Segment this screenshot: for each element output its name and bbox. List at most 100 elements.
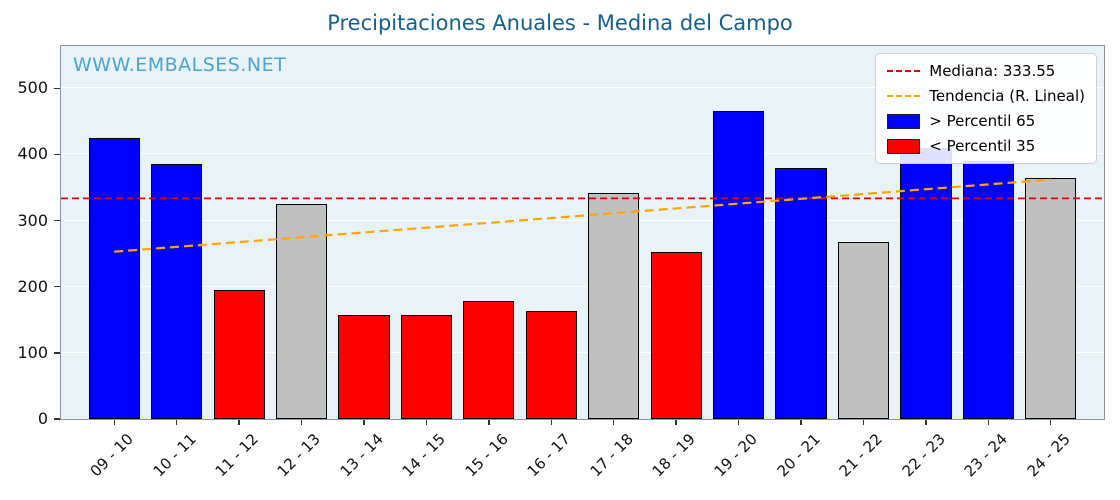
x-tick-mark [488, 420, 490, 425]
x-tick-label-16-17: 16 - 17 [523, 430, 575, 481]
x-tick-label-18-19: 18 - 19 [648, 430, 699, 481]
x-tick-label-11-12: 11 - 12 [211, 430, 262, 481]
legend-label: Tendencia (R. Lineal) [929, 87, 1085, 105]
bar-22-23 [900, 147, 952, 419]
y-tick-label-400: 400 [17, 144, 48, 164]
y-tick-label-300: 300 [17, 210, 48, 230]
bar-24-25 [1025, 177, 1077, 419]
x-tick-label-10-11: 10 - 11 [149, 430, 200, 481]
bar-11-12 [213, 290, 265, 419]
bar-slot [333, 46, 395, 419]
x-tick-mark [300, 420, 303, 425]
bar-slot [832, 46, 894, 419]
bar-slot [707, 46, 769, 419]
y-tick-mark [54, 153, 60, 156]
legend-patch-icon [887, 113, 921, 129]
x-tick-label-17-18: 17 - 18 [586, 430, 637, 481]
bar-15-16 [463, 301, 515, 419]
y-tick-label-100: 100 [17, 342, 48, 362]
gridline-y-100 [61, 351, 1104, 353]
bar-slot [145, 46, 207, 419]
bar-09-10 [88, 137, 140, 419]
legend-entry-0: Mediana: 333.55 [887, 62, 1085, 80]
legend-entry-1: Tendencia (R. Lineal) [887, 87, 1085, 105]
x-tick-mark [1050, 420, 1052, 425]
legend-dashed-line-icon [887, 95, 921, 97]
x-tick-mark [862, 420, 865, 425]
bar-21-22 [837, 242, 890, 419]
bar-13-14 [338, 315, 390, 419]
x-tick-mark [800, 420, 802, 425]
x-tick-label-21-22: 21 - 22 [835, 430, 887, 481]
gridline-y-500 [61, 87, 1104, 89]
bar-10-11 [151, 164, 203, 419]
legend-dashed-line-icon [887, 70, 921, 72]
bar-slot [957, 46, 1019, 419]
gridline-y-200 [61, 285, 1104, 287]
legend: Mediana: 333.55 Tendencia (R. Lineal) > P… [875, 53, 1097, 164]
bar-slot [83, 46, 145, 419]
gridline-y-300 [61, 219, 1104, 221]
y-tick-label-500: 500 [17, 78, 48, 98]
bar-slot [1020, 46, 1082, 419]
x-tick-label-09-10: 09 - 10 [86, 430, 137, 481]
y-tick-label-0: 0 [37, 409, 48, 428]
x-tick-mark [363, 420, 365, 425]
bar-12-13 [275, 204, 328, 419]
x-tick-label-13-14: 13 - 14 [336, 430, 387, 481]
trend-line [114, 178, 1051, 253]
bar-slot [770, 46, 832, 419]
watermark: WWW.EMBALSES.NET [73, 54, 287, 76]
bar-18-19 [650, 251, 702, 419]
x-tick-mark [925, 420, 927, 425]
x-tick-label-19-20: 19 - 20 [711, 430, 762, 481]
legend-entry-3: < Percentil 35 [887, 137, 1085, 155]
gridline-y-400 [61, 153, 1104, 155]
y-tick-mark [54, 352, 60, 354]
x-tick-label-14-15: 14 - 15 [398, 430, 450, 481]
x-tick-mark [238, 420, 240, 425]
bar-slot [520, 46, 582, 419]
legend-entry-2: > Percentil 65 [887, 112, 1085, 130]
reference-lines [61, 178, 1104, 253]
x-tick-label-20-21: 20 - 21 [773, 430, 824, 481]
x-tick-label-23-24: 23 - 24 [960, 430, 1012, 481]
x-tick-mark [613, 420, 615, 425]
bar-23-24 [962, 161, 1014, 419]
y-tick-mark [54, 418, 60, 420]
y-tick-mark [54, 286, 60, 288]
x-tick-mark [675, 420, 677, 425]
x-tick-mark [987, 420, 990, 425]
x-tick-label-12-13: 12 - 13 [273, 430, 325, 481]
x-tick-label-24-25: 24 - 25 [1023, 430, 1074, 481]
legend-patch-icon [887, 138, 921, 154]
x-tick-label-22-23: 22 - 23 [898, 430, 949, 481]
bar-19-20 [713, 111, 765, 419]
bar-14-15 [400, 315, 452, 419]
x-tick-mark [550, 420, 552, 425]
x-tick-mark [737, 420, 740, 425]
bar-17-18 [588, 192, 640, 419]
y-tick-label-200: 200 [17, 276, 48, 296]
bar-slot [208, 46, 270, 419]
legend-label: < Percentil 35 [929, 137, 1036, 155]
x-tick-mark [113, 420, 115, 425]
x-tick-mark [425, 420, 428, 425]
legend-label: > Percentil 65 [929, 112, 1036, 130]
bar-slot [270, 46, 332, 419]
bar-16-17 [525, 311, 577, 419]
bar-slot [395, 46, 457, 419]
legend-label: Mediana: 333.55 [929, 62, 1056, 80]
bar-slot [895, 46, 957, 419]
bar-20-21 [775, 167, 827, 419]
x-tick-label-15-16: 15 - 16 [461, 430, 512, 481]
bar-slot [583, 46, 645, 419]
x-tick-mark [175, 420, 178, 425]
bar-slot [458, 46, 520, 419]
bar-series [83, 46, 1082, 419]
plot-area: WWW.EMBALSES.NET Mediana: 333.55 Tendenci… [60, 45, 1105, 420]
bar-slot [645, 46, 707, 419]
gridlines [61, 46, 1104, 419]
y-tick-mark [54, 87, 60, 90]
